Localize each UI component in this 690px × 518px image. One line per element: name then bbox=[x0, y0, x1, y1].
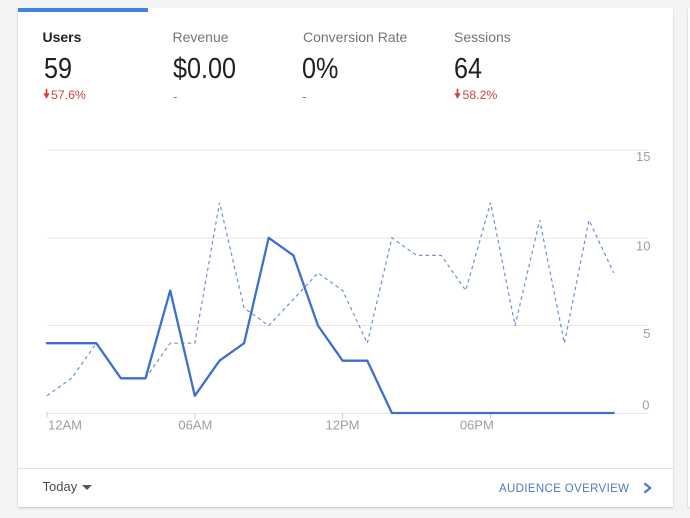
svg-text:06PM: 06PM bbox=[460, 417, 494, 432]
svg-text:15: 15 bbox=[636, 149, 650, 164]
svg-text:12PM: 12PM bbox=[326, 417, 360, 432]
svg-text:12AM: 12AM bbox=[48, 417, 82, 432]
svg-text:10: 10 bbox=[636, 238, 650, 253]
svg-text:5: 5 bbox=[643, 326, 650, 341]
svg-text:0: 0 bbox=[642, 398, 649, 413]
svg-text:06AM: 06AM bbox=[178, 417, 212, 432]
